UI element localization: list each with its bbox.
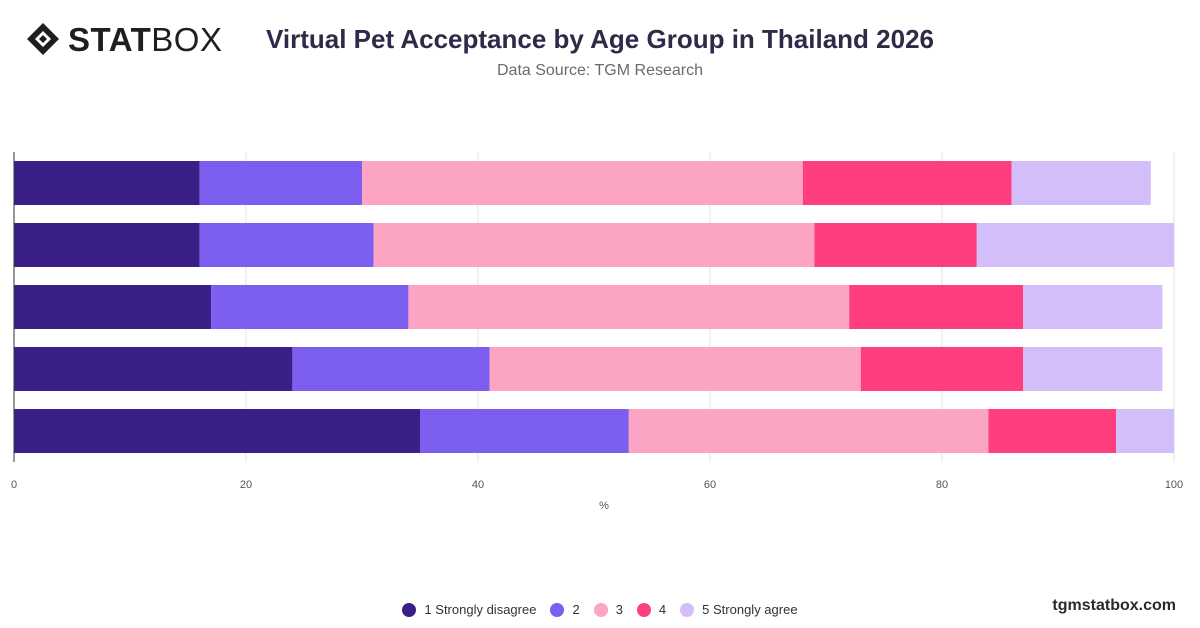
bar-segment-s2 xyxy=(420,409,629,453)
bar-segment-s3 xyxy=(373,223,815,267)
bar-segment-s5 xyxy=(976,223,1174,267)
x-tick-label: 60 xyxy=(704,479,716,491)
bar-segment-s1 xyxy=(14,347,293,391)
x-tick-label: 40 xyxy=(472,479,484,491)
legend-label: 2 xyxy=(572,602,580,617)
bar-segment-s5 xyxy=(1023,347,1163,391)
bar-segment-s5 xyxy=(1011,161,1151,205)
bar-segment-s2 xyxy=(199,223,374,267)
statbox-logo: STATBOX xyxy=(26,22,222,56)
legend-item[interactable]: 4 xyxy=(636,602,667,617)
chart-title: Virtual Pet Acceptance by Age Group in T… xyxy=(265,24,934,54)
legend-swatch xyxy=(550,602,565,617)
legend-item[interactable]: 2 xyxy=(550,602,580,617)
bar-segment-s4 xyxy=(988,409,1116,453)
bar-segment-s3 xyxy=(628,409,989,453)
legend-swatch xyxy=(593,602,608,617)
x-tick-label: 80 xyxy=(936,479,948,491)
chart-subtitle: Data Source: TGM Research xyxy=(496,62,703,79)
x-axis-label: % xyxy=(599,500,609,512)
x-tick-label: 20 xyxy=(240,479,252,491)
bar-segment-s5 xyxy=(1023,285,1163,329)
stacked-bar-chart: 0 20 40 60 80 100% xyxy=(11,152,1183,512)
chart-legend: 1 Strongly disagree 2 3 4 5 Strongly agree xyxy=(0,602,1200,617)
legend-swatch xyxy=(636,602,651,617)
bar-segment-s1 xyxy=(14,285,212,329)
bar-segment-s4 xyxy=(802,161,1012,205)
bar-segment-s4 xyxy=(814,223,977,267)
bar-segment-s1 xyxy=(14,223,200,267)
bar-segment-s3 xyxy=(362,161,803,205)
legend-item[interactable]: 1 Strongly disagree xyxy=(402,602,536,617)
legend-item[interactable]: 3 xyxy=(593,602,623,617)
logo-wordmark: STATBOX xyxy=(68,20,223,58)
bar-segment-s2 xyxy=(199,161,362,205)
bar-segment-s2 xyxy=(211,285,409,329)
legend-item[interactable]: 5 Strongly agree xyxy=(680,602,798,617)
bar-segment-s3 xyxy=(489,347,861,391)
legend-label: 4 xyxy=(658,602,667,617)
x-tick-label: 100 xyxy=(1165,479,1183,491)
bar-segment-s2 xyxy=(292,347,490,391)
watermark: tgmstatbox.com xyxy=(1052,597,1176,614)
legend-label: 5 Strongly agree xyxy=(702,602,798,617)
diamond-logo-icon xyxy=(27,23,59,55)
bar-segment-s1 xyxy=(14,161,200,205)
bar-segment-s1 xyxy=(14,409,420,453)
legend-label: 3 xyxy=(615,602,623,617)
bar-segment-s4 xyxy=(849,285,1024,329)
bar-segment-s5 xyxy=(1116,409,1174,453)
bar-segment-s4 xyxy=(860,347,1024,391)
bar-segment-s3 xyxy=(408,285,850,329)
legend-label: 1 Strongly disagree xyxy=(424,602,537,617)
legend-swatch xyxy=(680,602,695,617)
x-tick-label: 0 xyxy=(11,479,17,491)
legend-swatch xyxy=(402,602,417,617)
